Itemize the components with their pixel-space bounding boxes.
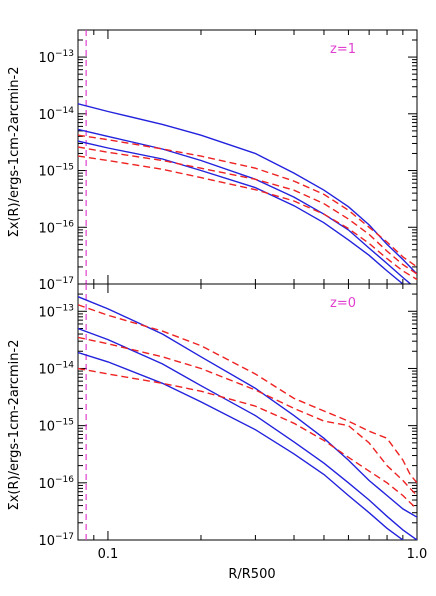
bottom-series-group (78, 296, 417, 540)
bottom-y-tick-label: 10−15 (38, 418, 74, 435)
top-series-line-4 (78, 134, 417, 268)
bottom-y-tick-label: 10−17 (38, 532, 74, 549)
bottom-series-line-2 (78, 327, 417, 540)
top-y-tick-label: 10−15 (38, 163, 74, 180)
top-series-line-3 (78, 140, 404, 284)
top-y-tick-label: 10−14 (38, 106, 74, 123)
bottom-series-line-4 (78, 304, 417, 484)
top-redshift-label: z=1 (330, 42, 356, 57)
bottom-y-tick-label: 10−13 (38, 303, 74, 320)
bottom-series-line-5 (78, 336, 417, 496)
x-axis-label: R/R500 (228, 567, 275, 582)
top-series-line-1 (78, 103, 417, 275)
bottom-y-tick-label: 10−16 (38, 475, 74, 492)
top-series-group (78, 103, 417, 284)
svg-text:Σx(R)/ergs-1cm-2arcmin-2: Σx(R)/ergs-1cm-2arcmin-2 (7, 340, 22, 511)
svg-text:Σx(R)/ergs-1cm-2arcmin-2: Σx(R)/ergs-1cm-2arcmin-2 (7, 67, 22, 238)
top-y-tick-label: 10−13 (38, 49, 74, 66)
top-series-line-6 (78, 155, 417, 281)
svg-text:R/R500: R/R500 (228, 567, 275, 582)
bottom-y-axis-label: Σx(R)/ergs-1cm-2arcmin-2 (7, 340, 22, 511)
bottom-series-line-3 (78, 351, 404, 540)
top-y-tick-label: 10−17 (38, 276, 74, 293)
bottom-series-line-6 (78, 367, 417, 510)
bottom-axes-frame (77, 283, 418, 541)
bottom-panel: 10−17 10−16 10−15 10−14 10−13 0.1 1.0 z=0 (38, 283, 428, 562)
bottom-y-tick-label: 10−14 (38, 360, 74, 377)
bottom-redshift-label: z=0 (330, 296, 356, 311)
top-y-axis-label: Σx(R)/ergs-1cm-2arcmin-2 (7, 67, 22, 238)
top-panel: 10−17 10−16 10−15 10−14 10−13 z=1 (38, 29, 418, 293)
top-series-line-5 (78, 146, 417, 275)
bottom-series-line-1 (78, 296, 417, 518)
top-series-line-2 (78, 128, 412, 284)
x-tick-label: 1.0 (407, 547, 428, 562)
top-y-tick-label: 10−16 (38, 219, 74, 236)
x-tick-label: 0.1 (98, 547, 119, 562)
